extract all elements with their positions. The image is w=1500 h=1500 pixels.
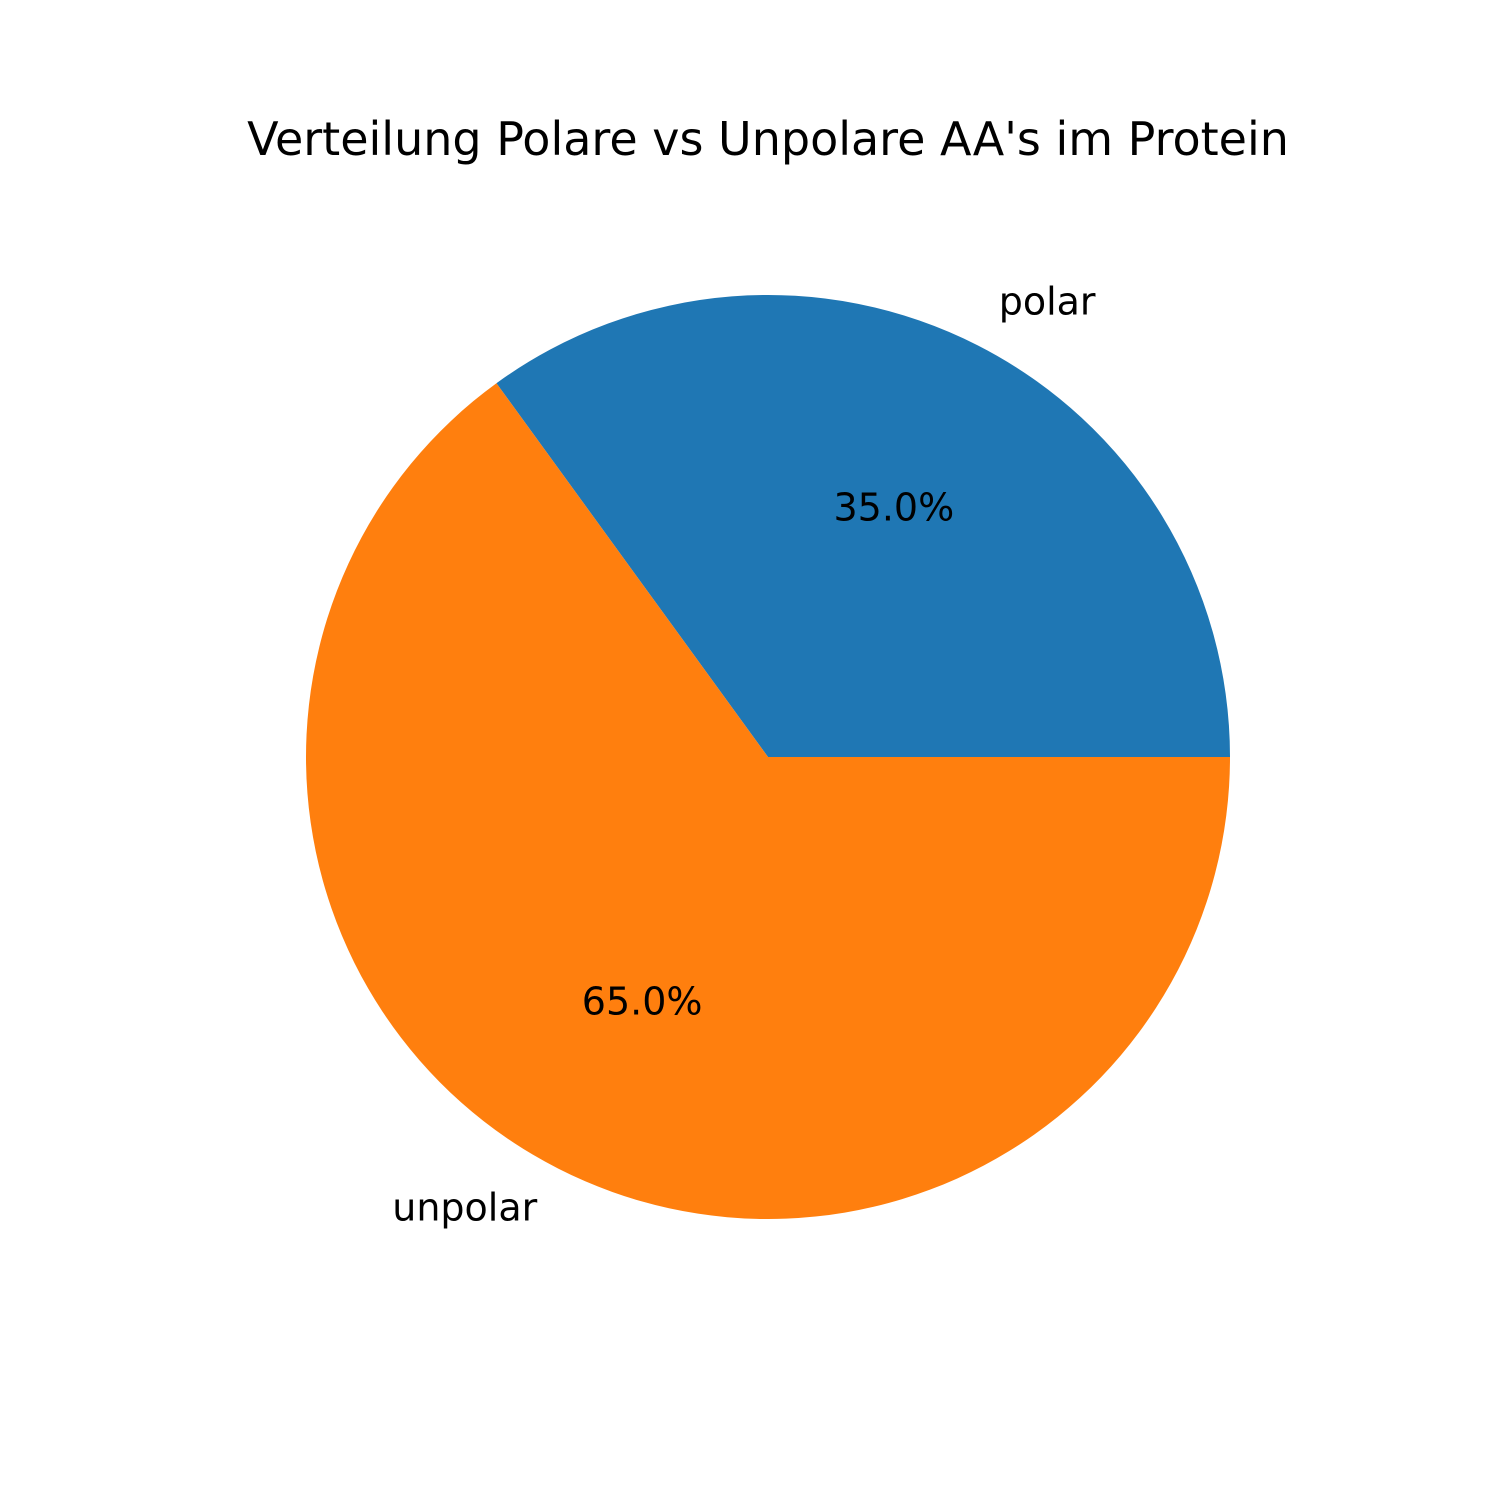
slice-label-unpolar: unpolar — [392, 1185, 537, 1229]
chart-title: Verteilung Polare vs Unpolare AA's im Pr… — [247, 112, 1289, 166]
slice-label-polar: polar — [999, 280, 1096, 324]
pie-slice-polar — [496, 295, 1230, 757]
slice-percent-unpolar: 65.0% — [582, 979, 703, 1023]
pie-slice-unpolar — [305, 383, 1231, 1220]
slice-percent-polar: 35.0% — [833, 486, 954, 530]
pie-labels: polar 35.0% unpolar 65.0% — [392, 280, 1096, 1230]
pie-slices — [305, 295, 1231, 1220]
